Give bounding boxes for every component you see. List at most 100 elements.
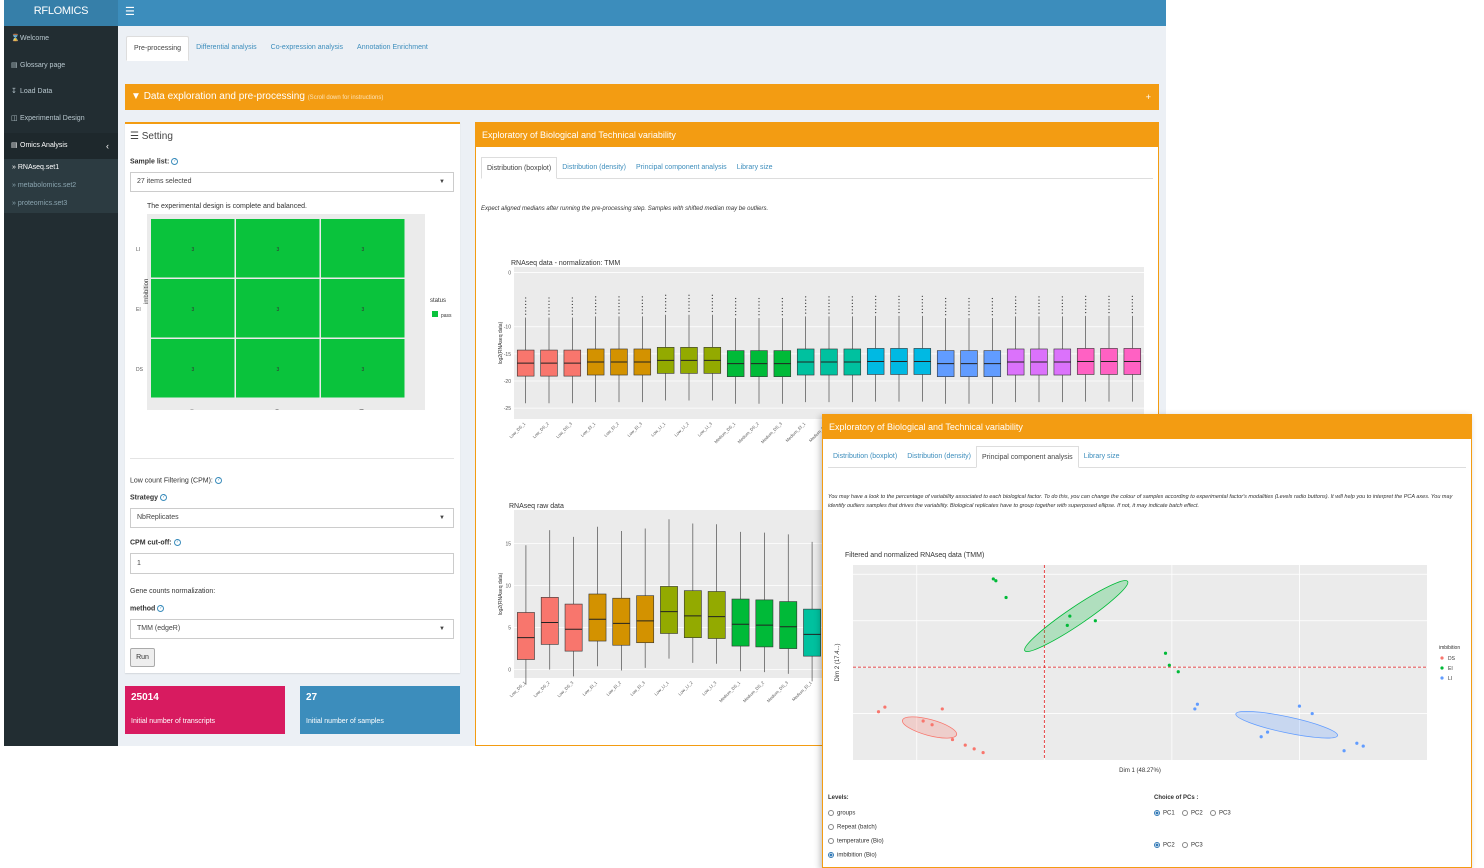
x-tick-label: Low_LI_1	[650, 421, 667, 438]
radio-circle[interactable]	[828, 810, 834, 816]
sidebar: ⌛Welcome ▤ Glossary page ↧ Load Data ◫ Expe…	[4, 26, 118, 746]
box	[588, 593, 607, 642]
strategy-select[interactable]: NbReplicates ▼	[130, 508, 454, 528]
preprocessing-banner[interactable]: ▼ Data exploration and pre-processing (S…	[125, 84, 1159, 110]
pc-axis1-radio[interactable]: PC3	[1210, 810, 1231, 817]
tab-distribution-density[interactable]: Distribution (density)	[562, 164, 627, 171]
outlier	[571, 307, 573, 309]
radio-circle[interactable]	[1154, 842, 1160, 848]
tab-distribution-boxplot[interactable]: Distribution (boxplot)	[481, 157, 558, 179]
sidebar-item-omics-analysis[interactable]: ▤ Omics Analysis ‹	[4, 132, 118, 160]
outlier	[968, 314, 970, 316]
outlier	[898, 298, 900, 301]
pc-axis2-radio[interactable]: PC2	[1154, 842, 1175, 849]
outlier	[991, 310, 993, 313]
tab-distribution-boxplot[interactable]: Distribution (boxplot)	[833, 453, 898, 460]
pca-point	[883, 705, 887, 709]
pca-point	[1297, 704, 1302, 708]
radio-circle[interactable]	[1210, 810, 1216, 816]
radio-circle[interactable]	[828, 824, 834, 830]
level-radio[interactable]: imbibition (Bio)	[828, 852, 877, 859]
outlier	[875, 308, 877, 310]
sample-list-select[interactable]: 27 items selected ▼	[130, 172, 454, 192]
sidebar-subitem-rnaseq[interactable]: » RNAseq.set1	[12, 164, 60, 172]
tab-annotation-enrichment[interactable]: Annotation Enrichment	[357, 44, 428, 51]
design-cell-value: 3	[192, 247, 195, 253]
outlier	[1015, 306, 1017, 308]
help-icon[interactable]: ?	[157, 605, 165, 612]
box	[612, 597, 631, 646]
raw-boxplot: log2(RNAseq data) 15 10 5 0 Low_DS_1 Low_DS_2 L…	[498, 510, 824, 703]
x-tick-label: Low_DS_2	[532, 680, 550, 698]
tab-distribution-density[interactable]: Distribution (density)	[907, 453, 972, 460]
level-radio[interactable]: groups	[828, 810, 855, 817]
pca-point	[1068, 614, 1072, 618]
cpm-input[interactable]: 1	[130, 553, 454, 574]
outlier	[921, 308, 923, 310]
radio-circle[interactable]	[828, 838, 834, 844]
caret-down-icon: ▼	[439, 626, 445, 632]
radio-circle[interactable]	[1182, 810, 1188, 816]
outlier	[945, 314, 947, 316]
outlier	[758, 301, 760, 303]
sidebar-item-welcome[interactable]: ⌛Welcome	[4, 26, 118, 53]
tab-co-expression[interactable]: Co-expression analysis	[270, 44, 344, 51]
outlier	[1131, 298, 1133, 301]
tab-library-size[interactable]: Library size	[736, 164, 773, 171]
method-select[interactable]: TMM (edgeR) ▼	[130, 619, 454, 639]
tab-pca[interactable]: Principal component analysis	[976, 446, 1079, 468]
outlier	[968, 304, 970, 306]
book-icon: ▤	[11, 61, 18, 69]
levels-label: Levels:	[828, 795, 849, 801]
help-icon[interactable]: ?	[173, 539, 181, 546]
help-icon[interactable]: ?	[214, 477, 222, 484]
sidebar-item-glossary[interactable]: ▤ Glossary page	[4, 53, 118, 80]
help-icon[interactable]: ?	[171, 158, 179, 165]
sidebar-subitem-proteomics[interactable]: » proteomics.set3	[12, 200, 68, 208]
app-logo[interactable]: RFLOMICS	[4, 0, 118, 26]
transcripts-count: 25014	[131, 692, 159, 703]
help-icon[interactable]: ?	[160, 494, 168, 501]
exploratory-header: Exploratory of Biological and Technical …	[476, 123, 1158, 147]
sidebar-item-load-data[interactable]: ↧ Load Data	[4, 79, 118, 106]
outlier	[1061, 296, 1063, 298]
radio-circle[interactable]	[1182, 842, 1188, 848]
level-radio[interactable]: Repeat (batch)	[828, 824, 877, 831]
sidebar-toggle-icon[interactable]: ☰	[125, 6, 135, 18]
outlier	[618, 306, 620, 308]
run-button[interactable]: Run	[130, 648, 155, 667]
radio-label: PC2	[1163, 842, 1175, 849]
outlier	[828, 302, 830, 304]
radio-label: Repeat (batch)	[837, 824, 877, 831]
expand-icon[interactable]: +	[1145, 92, 1151, 102]
sidebar-item-experimental-design[interactable]: ◫ Experimental Design	[4, 106, 118, 133]
x-tick-label: Low_EI_2	[605, 680, 622, 697]
y-tick-label: -25	[504, 406, 511, 412]
design-cell	[236, 339, 320, 398]
outlier	[571, 303, 573, 306]
outlier	[548, 300, 550, 302]
radio-circle[interactable]	[1154, 810, 1160, 816]
pca-point	[1195, 702, 1199, 706]
tab-pre-processing[interactable]: Pre-processing	[126, 36, 190, 61]
plot1-title: RNAseq data - normalization: TMM	[511, 260, 621, 267]
outlier	[1131, 305, 1133, 307]
pca-xlabel: Dim 1 (48.27%)	[1119, 768, 1161, 774]
pc-axis1-radio[interactable]: PC2	[1182, 810, 1203, 817]
tab-pca[interactable]: Principal component analysis	[636, 164, 727, 171]
y-tick-label: 15	[505, 542, 511, 548]
outlier	[548, 303, 550, 306]
sidebar-subitem-metabolomics[interactable]: » metabolomics.set2	[12, 182, 77, 190]
radio-circle[interactable]	[828, 852, 834, 858]
outlier	[1085, 298, 1087, 301]
pc-axis1-radio[interactable]: PC1	[1154, 810, 1175, 817]
outlier	[758, 314, 760, 316]
tab-library-size[interactable]: Library size	[1083, 453, 1120, 460]
design-cell	[151, 279, 235, 338]
outlier	[851, 309, 853, 311]
box	[683, 590, 702, 638]
outlier	[805, 306, 807, 308]
tab-differential-analysis[interactable]: Differential analysis	[196, 44, 257, 51]
pc-axis2-radio[interactable]: PC3	[1182, 842, 1203, 849]
level-radio[interactable]: temperature (Bio)	[828, 838, 884, 845]
